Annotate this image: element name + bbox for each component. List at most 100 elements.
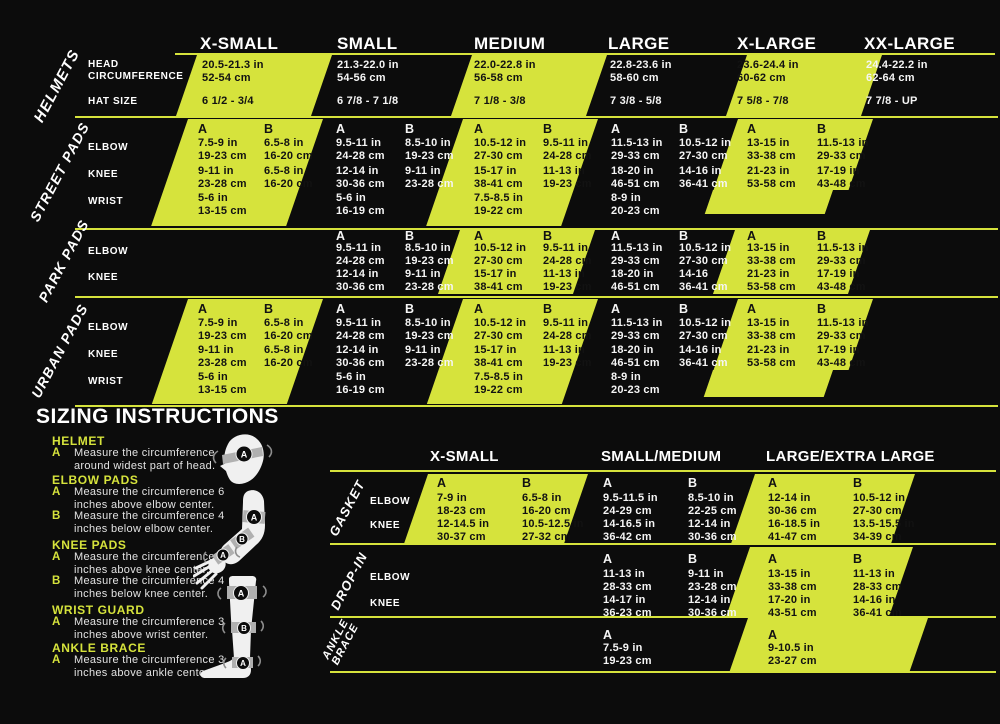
size-value: 12-14 in 30-36 cm xyxy=(768,492,817,517)
ab-column-header: B xyxy=(817,302,827,316)
size-value: 10.5-12 in 27-30 cm xyxy=(679,317,732,342)
size-value: 7-9 in 18-23 cm xyxy=(437,492,486,517)
row-label-elbow: ELBOW xyxy=(88,142,129,153)
measure-badge: B xyxy=(239,535,245,544)
ab-column-header: A xyxy=(768,476,778,490)
size-value: 6.5-8 in 16-20 cm xyxy=(264,137,313,162)
row-label-wrist: WRIST xyxy=(88,376,124,387)
row-label-knee: KNEE xyxy=(370,520,401,531)
size-value: 17-19 in 43-48 cm xyxy=(817,165,866,190)
separator-line xyxy=(330,543,996,545)
size-value: 14-17 in 36-23 cm xyxy=(603,594,652,619)
separator-line xyxy=(330,671,996,673)
instruction-key: A xyxy=(52,486,61,498)
size-value: 7 1/8 - 3/8 xyxy=(474,95,526,107)
size-value: 21-23 in 53-58 cm xyxy=(747,268,796,293)
section-label-urban-pads: URBAN PADS xyxy=(28,300,92,401)
size-value: 6.5-8 in 16-20 cm xyxy=(522,492,571,517)
size-value: 8-9 in 20-23 cm xyxy=(611,371,660,396)
size-value: 10.5-12.5 in 27-32 cm xyxy=(522,518,584,543)
size-value: 9-11 in 23-28 cm xyxy=(405,268,454,293)
ab-column-header: B xyxy=(543,302,553,316)
ab-column-header: B xyxy=(543,229,553,243)
ab-column-header: B xyxy=(405,302,415,316)
size-value: 12-14 in 30-36 cm xyxy=(336,268,385,293)
ab-column-header: A xyxy=(603,476,613,490)
size-value: 12-14 in 30-36 cm xyxy=(336,344,385,369)
size-value: 11.5-13 in 29-33 cm xyxy=(817,317,869,342)
size-value: 13-15 in 33-38 cm xyxy=(747,137,796,162)
size-value: 11.5-13 in 29-33 cm xyxy=(611,242,663,267)
ab-column-header: A xyxy=(747,302,757,316)
instruction-key: A xyxy=(52,654,61,666)
size-value: 22.0-22.8 in 56-58 cm xyxy=(474,59,536,84)
size-value: 8.5-10 in 19-23 cm xyxy=(405,137,454,162)
ab-column-header: A xyxy=(611,229,621,243)
size-value: 9-11 in 23-28 cm xyxy=(405,344,454,369)
size-value: 10.5-12 in 27-30 cm xyxy=(853,492,906,517)
highlight-cell xyxy=(729,618,928,671)
size-value: 8.5-10 in 19-23 cm xyxy=(405,242,454,267)
size-value: 21-23 in 53-58 cm xyxy=(747,165,796,190)
ab-column-header: B xyxy=(679,229,689,243)
measure-badge: B xyxy=(241,624,247,633)
size-value: 24.4-22.2 in 62-64 cm xyxy=(866,59,928,84)
size-value: 9.5-11 in 24-28 cm xyxy=(336,317,385,342)
size-value: 17-20 in 43-51 cm xyxy=(768,594,817,619)
instruction-text: Measure the circumference 6 inches above… xyxy=(74,486,225,511)
size-value: 9.5-11 in 24-28 cm xyxy=(543,242,592,267)
row-label-elbow: ELBOW xyxy=(88,246,129,257)
size-value: 7.5-8.5 in 19-22 cm xyxy=(474,192,524,217)
size-value: 21-23 in 53-58 cm xyxy=(747,344,796,369)
column-header: X-LARGE xyxy=(737,34,817,53)
separator-line xyxy=(330,470,996,472)
measure-badge: A xyxy=(251,513,258,523)
size-value: 7.5-9 in 19-23 cm xyxy=(603,642,652,667)
ab-column-header: B xyxy=(679,122,689,136)
column-header: LARGE xyxy=(608,34,670,53)
size-value: 11-13 in 28-33 cm xyxy=(853,568,902,593)
measure-badge: A xyxy=(238,589,245,599)
size-value: 11.5-13 in 29-33 cm xyxy=(817,137,869,162)
instruction-heading: HELMET xyxy=(52,434,105,448)
separator-line xyxy=(175,53,995,55)
size-value: 9-11 in 23-28 cm xyxy=(198,165,247,190)
size-value: 11.5-13 in 29-33 cm xyxy=(611,317,663,342)
size-value: 10.5-12 in 27-30 cm xyxy=(679,242,732,267)
size-value: 8.5-10 in 22-25 cm xyxy=(688,492,737,517)
ab-column-header: B xyxy=(688,476,698,490)
size-value: 23.6-24.4 in 60-62 cm xyxy=(737,59,799,84)
size-value: 12-14 in 30-36 cm xyxy=(336,165,385,190)
column-header: MEDIUM xyxy=(474,34,546,53)
highlight-cell xyxy=(703,370,833,397)
section-label-street-pads: STREET PADS xyxy=(26,119,93,225)
instruction-key: A xyxy=(52,551,61,563)
size-value: 7 3/8 - 5/8 xyxy=(610,95,662,107)
arm-figure xyxy=(220,490,265,565)
size-value: 14-16 in 36-41 cm xyxy=(853,594,902,619)
ab-column-header: A xyxy=(768,552,778,566)
ab-column-header: A xyxy=(603,628,613,642)
size-value: 5-6 in 16-19 cm xyxy=(336,192,385,217)
section-label-drop-in: DROP-IN xyxy=(327,549,371,613)
size-value: 11-13 in 19-23 cm xyxy=(543,165,592,190)
size-value: 12-14 in 30-36 cm xyxy=(688,594,737,619)
ab-column-header: A xyxy=(768,628,778,642)
size-value: 9-11 in 23-28 cm xyxy=(405,165,454,190)
ab-column-header: B xyxy=(405,229,415,243)
instruction-text: Measure the circumference around widest … xyxy=(74,447,216,472)
instruction-key: A xyxy=(52,616,61,628)
size-value: 9-11 in 23-28 cm xyxy=(688,568,737,593)
size-value: 5-6 in 16-19 cm xyxy=(336,371,385,396)
size-value: 6 7/8 - 7 1/8 xyxy=(337,95,399,107)
size-value: 6.5-8 in 16-20 cm xyxy=(264,165,313,190)
size-value: 6 1/2 - 3/4 xyxy=(202,95,254,107)
ab-column-header: A xyxy=(336,122,346,136)
size-value: 9.5-11.5 in 24-29 cm xyxy=(603,492,658,517)
instruction-heading: WRIST GUARD xyxy=(52,603,145,617)
size-value: 16-18.5 in 41-47 cm xyxy=(768,518,821,543)
ab-column-header: A xyxy=(603,552,613,566)
size-value: 9-10.5 in 23-27 cm xyxy=(768,642,817,667)
separator-line xyxy=(75,228,998,230)
column-header: SMALL xyxy=(337,34,398,53)
